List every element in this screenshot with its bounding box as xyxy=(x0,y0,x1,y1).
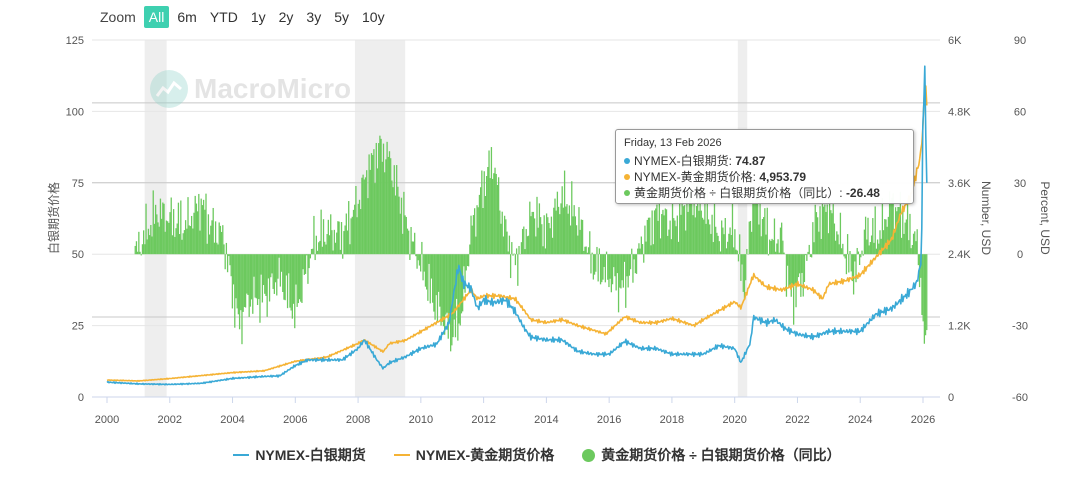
zoom-2y-button[interactable]: 2y xyxy=(278,9,294,25)
watermark: MacroMicro xyxy=(150,70,351,108)
tooltip-value: 74.87 xyxy=(735,154,766,168)
left-axis-tick-label: 75 xyxy=(72,178,84,190)
data-tooltip: Friday, 13 Feb 2026 NYMEX-白银期货: 74.87 NY… xyxy=(615,129,914,204)
tooltip-label: NYMEX-黄金期货价格: xyxy=(634,170,760,184)
x-axis-tick-label: 2002 xyxy=(158,414,182,426)
series-line-left xyxy=(106,65,928,386)
right2-axis-tick-label: 0 xyxy=(1017,249,1023,261)
right-axis-tick-label: 2.4K xyxy=(948,249,971,261)
right-axis-tick-label: 3.6K xyxy=(948,178,971,190)
tooltip-value: 4,953.79 xyxy=(759,170,807,184)
left-axis-tick-label: 25 xyxy=(72,321,84,333)
watermark-text: MacroMicro xyxy=(194,73,352,104)
tooltip-label: NYMEX-白银期货: xyxy=(634,154,736,168)
right-axis-title: Number, USD xyxy=(979,181,993,255)
right2-axis-title: Percent, USD xyxy=(1038,181,1052,255)
x-axis-tick-label: 2014 xyxy=(534,414,558,426)
recession-band xyxy=(737,40,748,397)
legend-label: 黄金期货价格 ÷ 白银期货价格（同比） xyxy=(601,447,841,463)
x-axis-tick-label: 2026 xyxy=(911,414,935,426)
x-axis-tick-label: 2004 xyxy=(220,414,244,426)
right-axis-tick-label: 6K xyxy=(948,35,962,47)
gold-line-icon xyxy=(393,454,410,456)
left-axis-tick-label: 50 xyxy=(72,249,84,261)
zoom-ytd-button[interactable]: YTD xyxy=(209,9,238,25)
legend-label: NYMEX-白银期货 xyxy=(255,447,366,463)
tooltip-row-gold: NYMEX-黄金期货价格: 4,953.79 xyxy=(624,168,806,185)
gold-dot-icon xyxy=(624,174,630,180)
right-axis-tick-label: 4.8K xyxy=(948,106,971,118)
legend-item-gold[interactable]: NYMEX-黄金期货价格 xyxy=(393,445,555,465)
zoom-1y-button[interactable]: 1y xyxy=(250,9,266,25)
zoom-6m-button[interactable]: 6m xyxy=(177,9,197,25)
x-axis-tick-label: 2024 xyxy=(848,414,872,426)
left-axis-tick-label: 100 xyxy=(66,106,84,118)
left-axis-tick-label: 125 xyxy=(66,35,84,47)
x-axis-tick-label: 2022 xyxy=(785,414,809,426)
silver-line-icon xyxy=(233,454,250,456)
x-axis-tick-label: 2008 xyxy=(346,414,370,426)
tooltip-value: -26.48 xyxy=(845,186,880,200)
left-axis-tick-label: 0 xyxy=(78,392,84,404)
right2-axis-tick-label: -60 xyxy=(1012,392,1028,404)
right-axis-tick-label: 1.2K xyxy=(948,321,971,333)
legend-item-silver[interactable]: NYMEX-白银期货 xyxy=(233,445,366,465)
tooltip-date: Friday, 13 Feb 2026 xyxy=(624,137,722,149)
right2-axis-tick-label: 30 xyxy=(1014,178,1026,190)
zoom-all-button[interactable]: All xyxy=(143,6,170,28)
silver-dot-icon xyxy=(624,158,630,164)
legend-label: NYMEX-黄金期货价格 xyxy=(415,447,555,463)
series-line-right1 xyxy=(106,84,928,382)
x-axis-tick-label: 2010 xyxy=(409,414,433,426)
tooltip-row-ratio: 黄金期货价格 ÷ 白银期货价格（同比）: -26.48 xyxy=(624,184,880,201)
zoom-toolbar: Zoom All 6m YTD 1y 2y 3y 5y 10y xyxy=(100,6,393,28)
x-axis-tick-label: 2000 xyxy=(95,414,119,426)
right2-axis-tick-label: 60 xyxy=(1014,106,1026,118)
x-axis-tick-label: 2018 xyxy=(660,414,684,426)
tooltip-label: 黄金期货价格 ÷ 白银期货价格（同比）: xyxy=(634,186,846,200)
ratio-area-icon xyxy=(582,448,596,462)
legend-item-ratio[interactable]: 黄金期货价格 ÷ 白银期货价格（同比） xyxy=(582,445,841,465)
right2-axis-tick-label: -30 xyxy=(1012,321,1028,333)
chart-legend: NYMEX-白银期货 NYMEX-黄金期货价格 黄金期货价格 ÷ 白银期货价格（… xyxy=(0,445,1074,465)
x-axis-tick-label: 2006 xyxy=(283,414,307,426)
right2-axis-tick-label: 90 xyxy=(1014,35,1026,47)
zoom-label: Zoom xyxy=(100,9,136,25)
right-axis-tick-label: 0 xyxy=(948,392,954,404)
x-axis-tick-label: 2016 xyxy=(597,414,621,426)
zoom-10y-button[interactable]: 10y xyxy=(362,9,385,25)
zoom-5y-button[interactable]: 5y xyxy=(334,9,349,25)
ratio-dot-icon xyxy=(624,190,630,196)
x-axis-tick-label: 2012 xyxy=(471,414,495,426)
tooltip-row-silver: NYMEX-白银期货: 74.87 xyxy=(624,152,765,169)
macromicro-logo-icon xyxy=(150,70,188,108)
left-axis-title: 白银期货价格 xyxy=(46,182,61,254)
x-axis-tick-label: 2020 xyxy=(722,414,746,426)
zoom-3y-button[interactable]: 3y xyxy=(306,9,322,25)
